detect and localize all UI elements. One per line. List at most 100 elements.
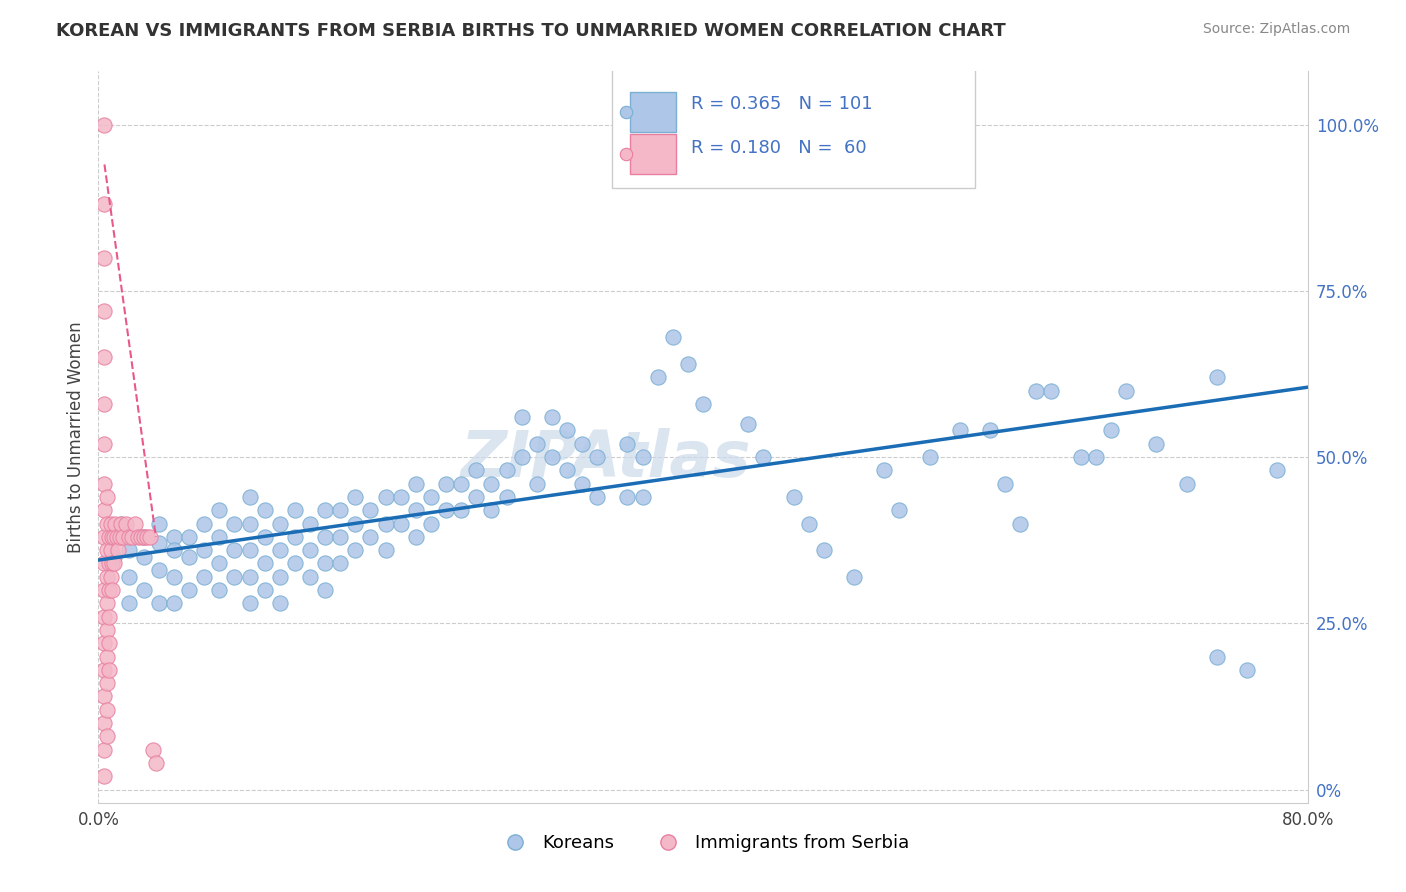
Point xyxy=(193,516,215,531)
Point xyxy=(844,570,866,584)
Point xyxy=(179,530,201,544)
Point xyxy=(344,543,367,558)
Point xyxy=(918,450,941,464)
Point xyxy=(1039,384,1062,398)
Point xyxy=(98,636,121,650)
Point xyxy=(163,530,186,544)
Point xyxy=(208,530,231,544)
Point xyxy=(269,596,291,610)
Point xyxy=(329,503,352,517)
Point xyxy=(661,330,683,344)
Point xyxy=(420,490,443,504)
Point xyxy=(135,530,157,544)
Point xyxy=(747,193,769,207)
Point xyxy=(813,543,835,558)
Point xyxy=(571,476,593,491)
Point xyxy=(93,609,115,624)
Point xyxy=(616,436,638,450)
Point xyxy=(465,463,488,477)
Point xyxy=(555,424,578,438)
Point xyxy=(1085,450,1108,464)
Point xyxy=(105,530,128,544)
Point xyxy=(93,663,115,677)
Point xyxy=(1070,450,1092,464)
Point xyxy=(510,410,533,425)
Point xyxy=(994,476,1017,491)
Point xyxy=(239,516,262,531)
Point xyxy=(96,543,118,558)
Point xyxy=(873,463,896,477)
Point xyxy=(420,516,443,531)
Point xyxy=(163,570,186,584)
Point xyxy=(93,557,115,571)
Point xyxy=(104,516,127,531)
Point xyxy=(142,742,165,756)
Point xyxy=(314,503,336,517)
Point xyxy=(208,503,231,517)
Point xyxy=(389,490,412,504)
Point xyxy=(269,516,291,531)
Point xyxy=(93,636,115,650)
Point xyxy=(103,557,125,571)
Point xyxy=(299,543,322,558)
Point xyxy=(108,530,131,544)
Point xyxy=(284,557,307,571)
Point xyxy=(1267,463,1289,477)
Point xyxy=(139,530,162,544)
Text: R = 0.365   N = 101: R = 0.365 N = 101 xyxy=(690,95,873,113)
Point xyxy=(389,516,412,531)
Point xyxy=(344,490,367,504)
Point xyxy=(132,530,155,544)
Point xyxy=(114,516,136,531)
Point xyxy=(148,563,170,577)
Point xyxy=(121,530,143,544)
Point xyxy=(132,549,155,564)
Point xyxy=(100,516,122,531)
Point xyxy=(93,351,115,365)
Point xyxy=(1024,384,1046,398)
Point xyxy=(540,450,562,464)
Text: ZIPAtlas: ZIPAtlas xyxy=(461,428,752,490)
Point xyxy=(110,516,132,531)
Point xyxy=(224,543,246,558)
Point xyxy=(93,118,115,132)
Point xyxy=(450,476,472,491)
Point xyxy=(269,570,291,584)
Point xyxy=(224,570,246,584)
Point xyxy=(93,197,115,211)
Point xyxy=(239,570,262,584)
Point xyxy=(314,582,336,597)
Point xyxy=(1206,649,1229,664)
Point xyxy=(555,463,578,477)
Point xyxy=(96,703,118,717)
Point xyxy=(96,649,118,664)
Point xyxy=(96,490,118,504)
Point xyxy=(329,557,352,571)
Point xyxy=(329,530,352,544)
Point xyxy=(253,582,276,597)
Point xyxy=(1175,476,1198,491)
Point xyxy=(179,582,201,597)
Point xyxy=(586,450,609,464)
Point xyxy=(100,543,122,558)
Point xyxy=(374,516,396,531)
Point xyxy=(299,516,322,531)
Point xyxy=(631,450,654,464)
Point xyxy=(631,490,654,504)
Point xyxy=(253,530,276,544)
Point xyxy=(93,716,115,731)
Point xyxy=(163,596,186,610)
Point xyxy=(208,582,231,597)
Point xyxy=(96,570,118,584)
Point xyxy=(148,596,170,610)
Point xyxy=(616,490,638,504)
Point xyxy=(179,549,201,564)
Point xyxy=(101,582,124,597)
Point xyxy=(344,516,367,531)
Point xyxy=(124,516,146,531)
Point xyxy=(224,516,246,531)
Legend: Koreans, Immigrants from Serbia: Koreans, Immigrants from Serbia xyxy=(489,827,917,860)
Text: KOREAN VS IMMIGRANTS FROM SERBIA BIRTHS TO UNMARRIED WOMEN CORRELATION CHART: KOREAN VS IMMIGRANTS FROM SERBIA BIRTHS … xyxy=(56,22,1005,40)
Point xyxy=(96,676,118,690)
Point xyxy=(692,397,714,411)
